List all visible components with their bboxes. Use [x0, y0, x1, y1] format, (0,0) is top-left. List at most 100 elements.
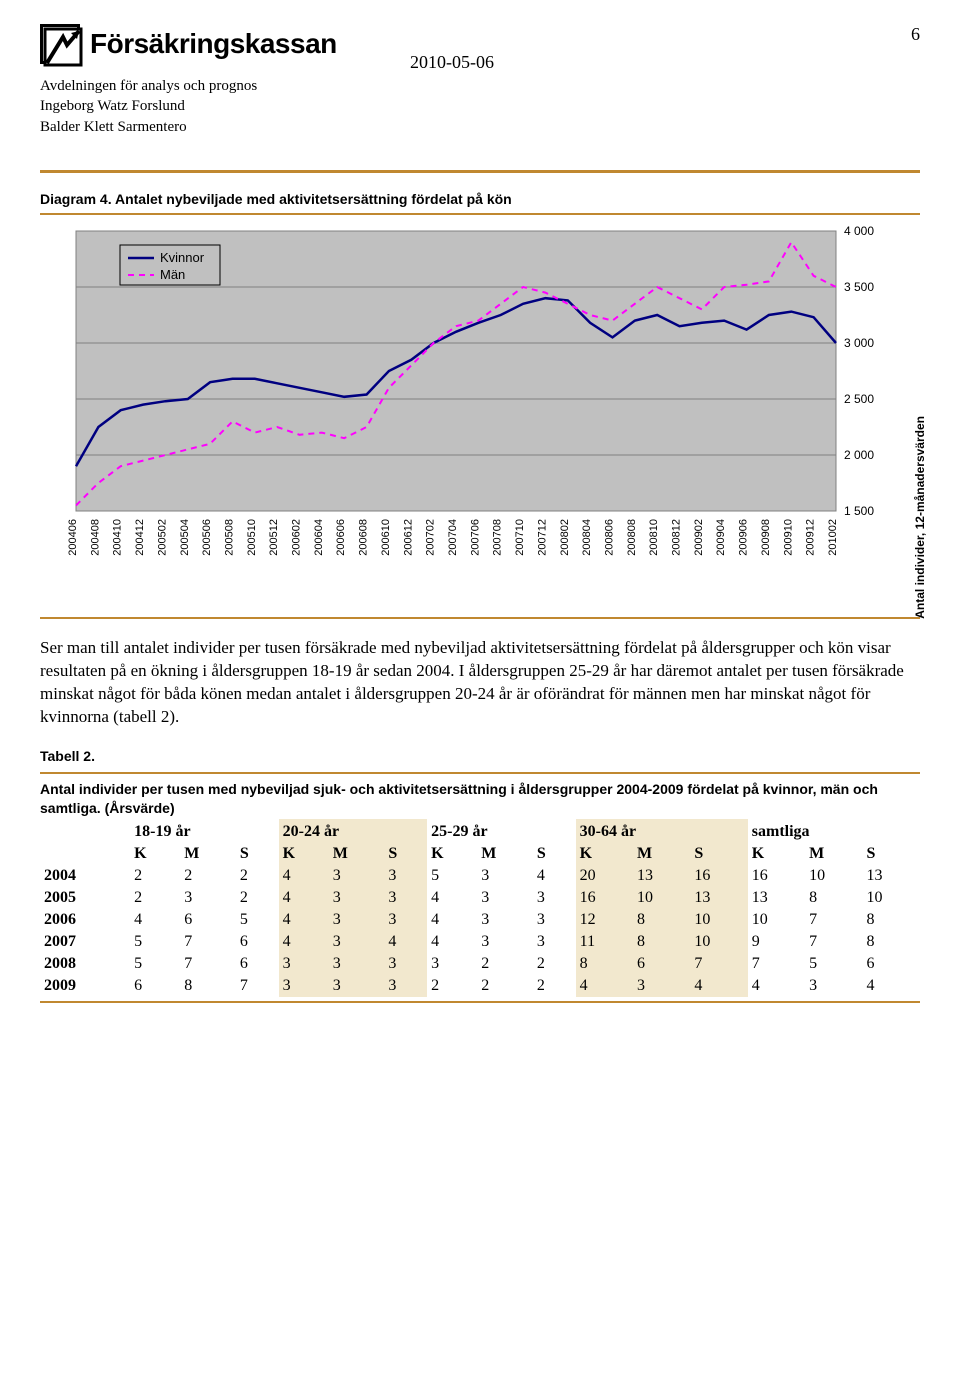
year-cell: 2004 — [40, 865, 130, 887]
data-cell: 11 — [576, 931, 633, 953]
sub-header: S — [863, 843, 920, 865]
sub-header: S — [384, 843, 427, 865]
svg-text:3 500: 3 500 — [844, 280, 874, 294]
svg-text:200906: 200906 — [738, 519, 750, 556]
data-cell: 5 — [427, 865, 477, 887]
data-cell: 10 — [748, 909, 805, 931]
data-cell: 8 — [633, 909, 690, 931]
data-cell: 13 — [633, 865, 690, 887]
data-cell: 10 — [863, 887, 920, 909]
data-cell: 4 — [384, 931, 427, 953]
data-cell: 5 — [130, 931, 180, 953]
svg-text:200604: 200604 — [313, 519, 325, 556]
svg-text:200608: 200608 — [358, 519, 370, 556]
data-cell: 7 — [690, 953, 747, 975]
data-cell: 8 — [863, 931, 920, 953]
svg-text:200412: 200412 — [134, 519, 146, 556]
svg-text:200708: 200708 — [492, 519, 504, 556]
svg-text:200804: 200804 — [581, 519, 593, 556]
data-cell: 4 — [427, 909, 477, 931]
svg-text:200712: 200712 — [536, 519, 548, 556]
data-cell: 3 — [384, 909, 427, 931]
sub-header: K — [576, 843, 633, 865]
data-cell: 7 — [805, 909, 862, 931]
age-group-header: 20-24 år — [279, 819, 428, 843]
data-cell: 6 — [863, 953, 920, 975]
data-cell: 6 — [236, 931, 279, 953]
data-cell: 8 — [180, 975, 236, 997]
svg-text:2 500: 2 500 — [844, 392, 874, 406]
page-header: Försäkringskassan 2010-05-06 6 Avdelning… — [40, 24, 920, 154]
sub-header: S — [690, 843, 747, 865]
data-cell: 8 — [633, 931, 690, 953]
year-cell: 2005 — [40, 887, 130, 909]
svg-text:200512: 200512 — [268, 519, 280, 556]
svg-text:200808: 200808 — [626, 519, 638, 556]
data-cell: 13 — [863, 865, 920, 887]
sub-header: M — [329, 843, 385, 865]
data-cell: 20 — [576, 865, 633, 887]
diagram-title: Diagram 4. Antalet nybeviljade med aktiv… — [40, 191, 920, 207]
data-cell: 3 — [477, 887, 533, 909]
sub-header: S — [533, 843, 576, 865]
sub-header: S — [236, 843, 279, 865]
sub-header: M — [477, 843, 533, 865]
age-group-header: 18-19 år — [130, 819, 279, 843]
author-block: Avdelningen för analys och prognos Ingeb… — [40, 76, 920, 137]
data-cell: 2 — [236, 865, 279, 887]
data-cell: 2 — [477, 975, 533, 997]
data-cell: 2 — [427, 975, 477, 997]
data-cell: 13 — [690, 887, 747, 909]
line-chart: 1 5002 0002 5003 0003 5004 000KvinnorMän… — [40, 221, 920, 611]
sub-header: M — [180, 843, 236, 865]
data-cell: 3 — [533, 887, 576, 909]
data-cell: 13 — [748, 887, 805, 909]
svg-text:200710: 200710 — [514, 519, 526, 556]
data-cell: 3 — [477, 931, 533, 953]
svg-text:200406: 200406 — [67, 519, 79, 556]
data-cell: 3 — [279, 975, 329, 997]
age-group-header: samtliga — [748, 819, 920, 843]
data-cell: 3 — [180, 887, 236, 909]
data-cell: 10 — [805, 865, 862, 887]
author-2: Balder Klett Sarmentero — [40, 117, 920, 137]
svg-text:200606: 200606 — [335, 519, 347, 556]
rule-table-top — [40, 772, 920, 774]
data-cell: 3 — [384, 975, 427, 997]
svg-text:200506: 200506 — [201, 519, 213, 556]
data-cell: 6 — [180, 909, 236, 931]
data-cell: 2 — [236, 887, 279, 909]
data-cell: 6 — [236, 953, 279, 975]
data-cell: 3 — [533, 909, 576, 931]
sub-header: K — [748, 843, 805, 865]
data-cell: 3 — [329, 953, 385, 975]
svg-text:200810: 200810 — [648, 519, 660, 556]
data-cell: 4 — [427, 931, 477, 953]
data-cell: 3 — [427, 953, 477, 975]
data-cell: 2 — [477, 953, 533, 975]
data-cell: 3 — [477, 909, 533, 931]
y-axis-label: Antal individer, 12-månadersvärden — [913, 416, 927, 619]
year-cell: 2007 — [40, 931, 130, 953]
svg-text:Kvinnor: Kvinnor — [160, 250, 205, 265]
data-cell: 4 — [279, 865, 329, 887]
org-name: Försäkringskassan — [90, 28, 337, 60]
data-cell: 3 — [329, 887, 385, 909]
svg-text:200812: 200812 — [671, 519, 683, 556]
svg-text:200702: 200702 — [425, 519, 437, 556]
year-cell: 2008 — [40, 953, 130, 975]
data-cell: 3 — [477, 865, 533, 887]
svg-text:200508: 200508 — [223, 519, 235, 556]
svg-text:200504: 200504 — [179, 519, 191, 556]
svg-text:200908: 200908 — [760, 519, 772, 556]
svg-text:200510: 200510 — [246, 519, 258, 556]
svg-text:200704: 200704 — [447, 519, 459, 556]
year-cell: 2006 — [40, 909, 130, 931]
sub-header: K — [130, 843, 180, 865]
data-cell: 10 — [633, 887, 690, 909]
body-paragraph: Ser man till antalet individer per tusen… — [40, 637, 920, 729]
svg-text:201002: 201002 — [827, 519, 839, 556]
data-cell: 16 — [748, 865, 805, 887]
svg-text:200910: 200910 — [782, 519, 794, 556]
data-cell: 12 — [576, 909, 633, 931]
